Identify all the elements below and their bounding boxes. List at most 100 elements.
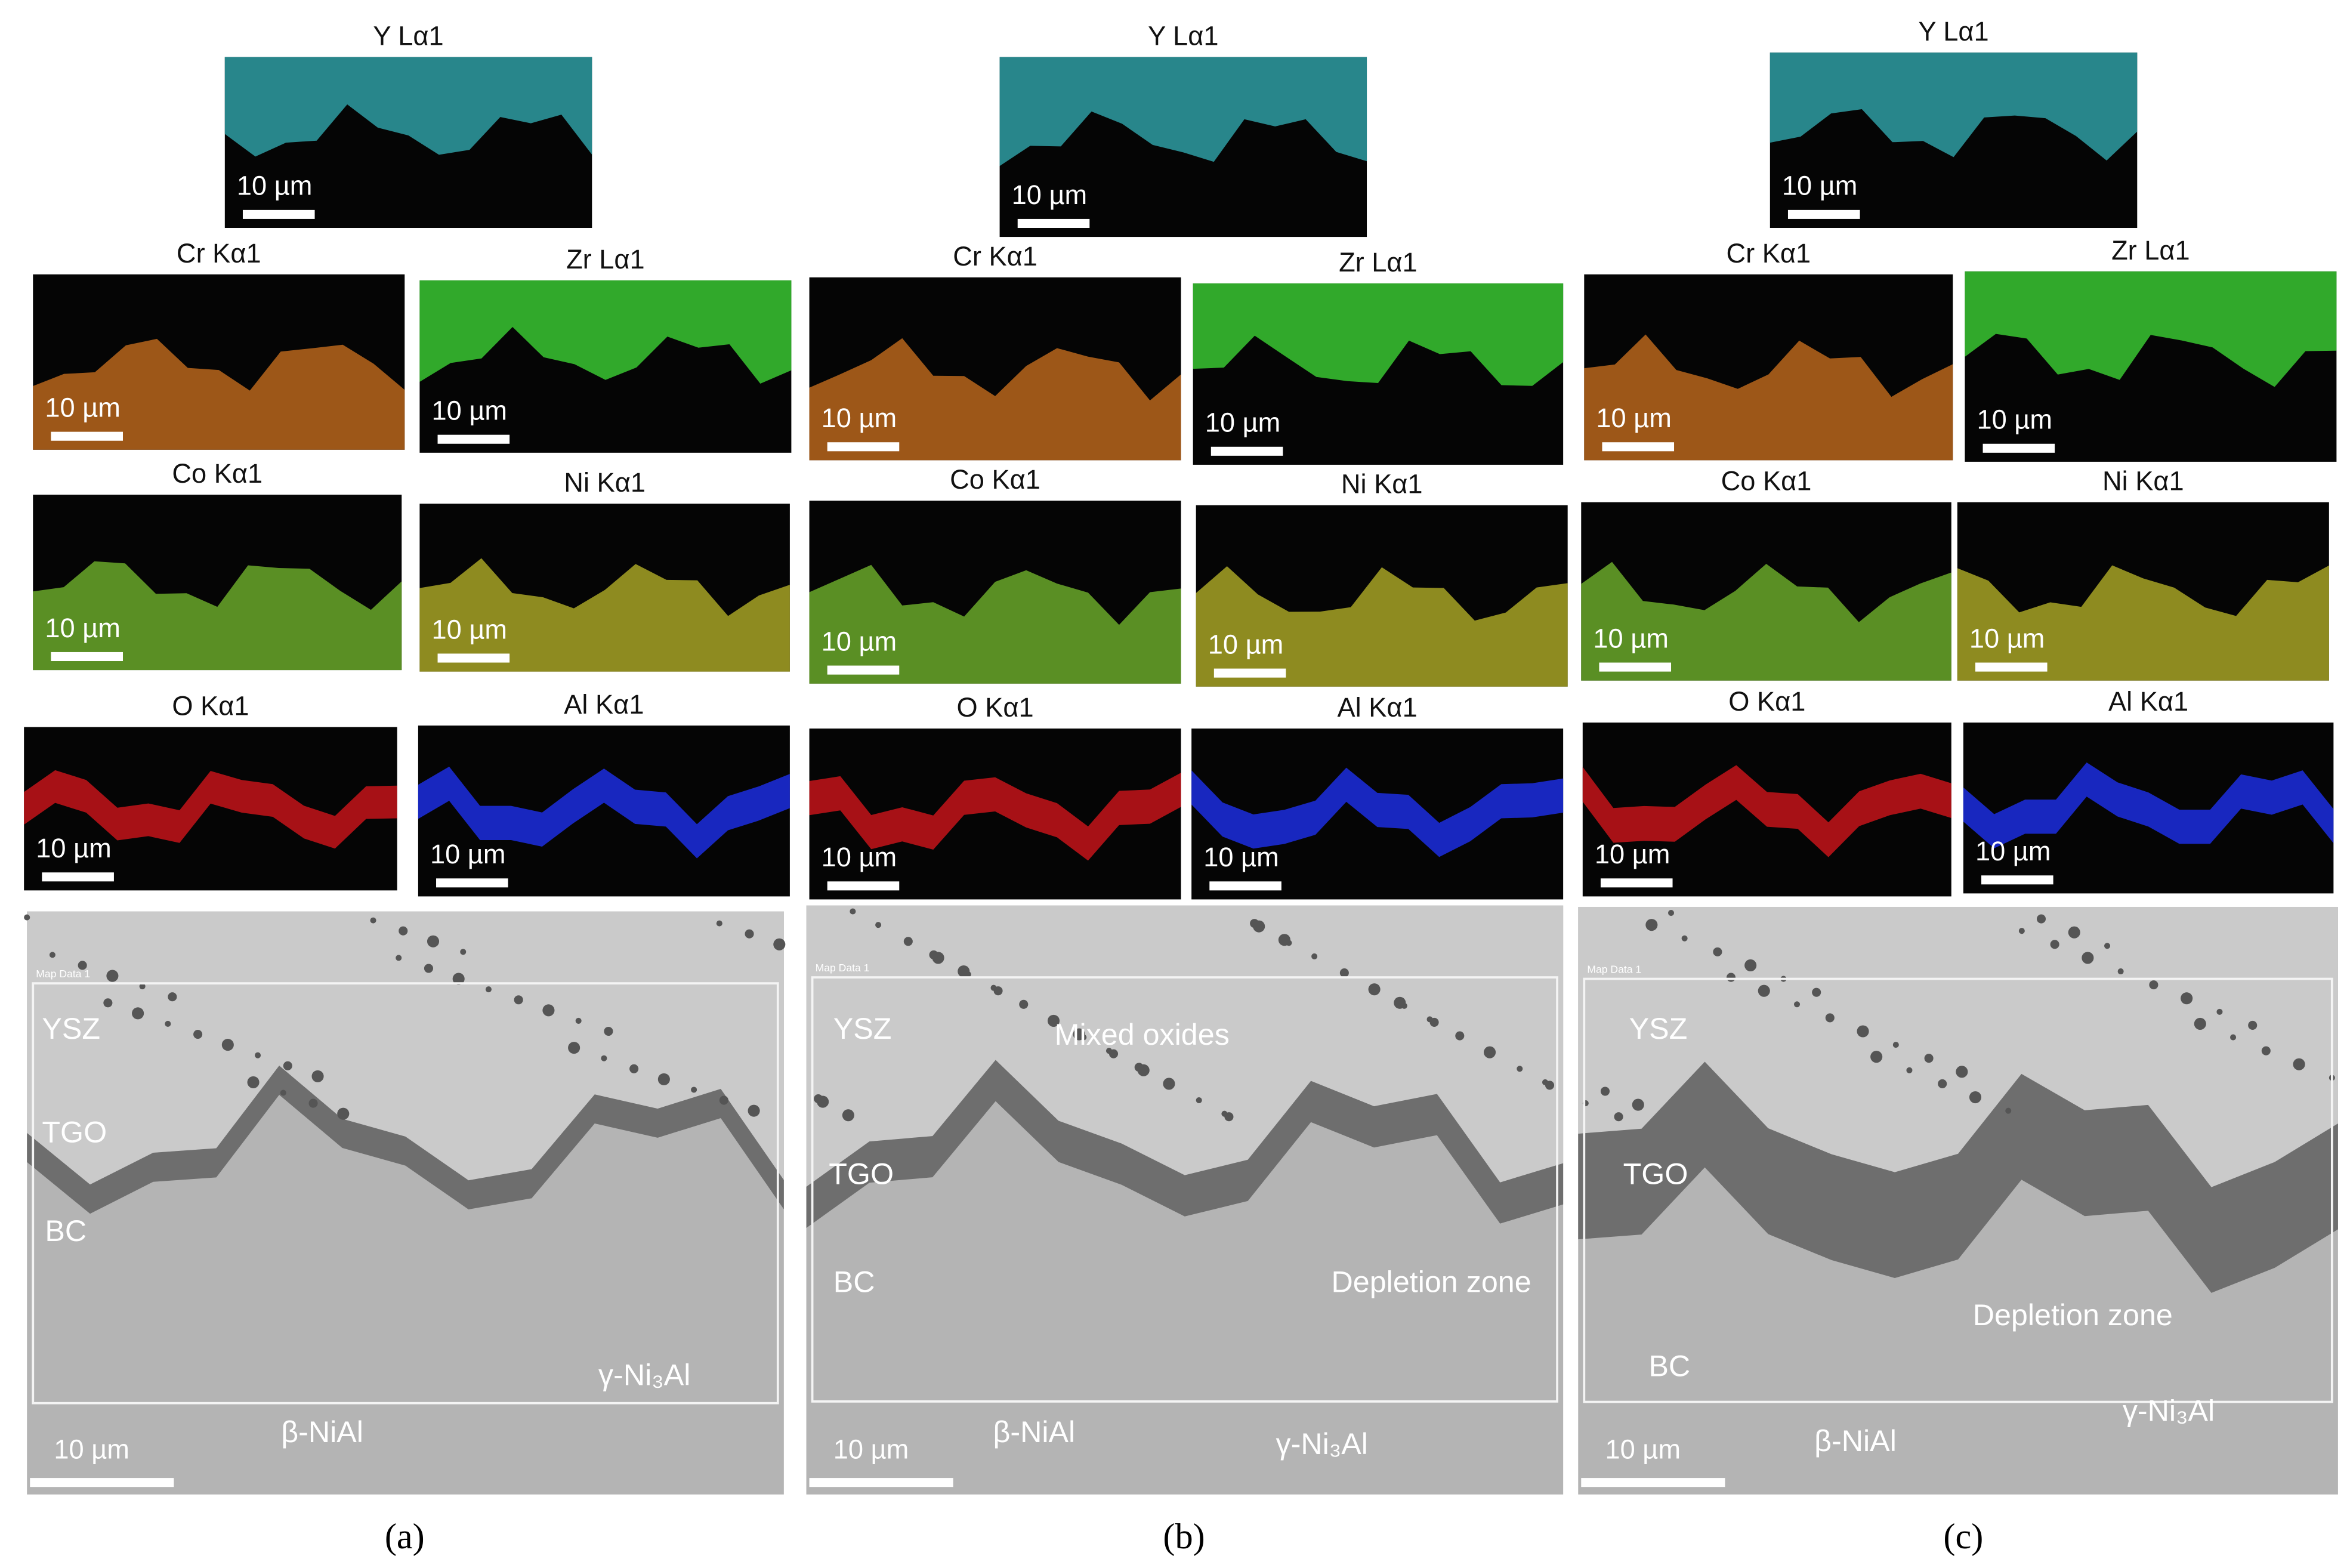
panel-caption: (c) — [1943, 1517, 1983, 1557]
scale-bar — [1209, 881, 1281, 891]
element-signal — [1584, 334, 1953, 461]
pore — [396, 955, 402, 961]
scale-label: 10 µm — [1977, 405, 2052, 435]
element-signal — [33, 561, 402, 671]
pore — [1196, 1097, 1202, 1104]
scale-label: 10 µm — [45, 613, 121, 643]
pore — [2149, 980, 2158, 990]
pore — [1794, 1001, 1801, 1008]
pore — [2036, 914, 2046, 924]
pore — [629, 1064, 639, 1073]
element-signal — [1965, 271, 2337, 387]
pore — [247, 1076, 260, 1088]
map-label: Al Kα1 — [564, 689, 644, 720]
map-label: O Kα1 — [172, 690, 249, 721]
scale-label: 10 µm — [822, 842, 897, 872]
map-label: Y Lα1 — [373, 21, 443, 51]
sem-label: YSZ — [42, 1012, 100, 1045]
element-signal — [809, 773, 1181, 861]
scale-bar — [437, 653, 510, 663]
element-signal — [809, 564, 1181, 684]
pore — [1870, 1051, 1883, 1063]
pore — [193, 1029, 203, 1039]
element-signal — [1191, 767, 1564, 857]
pore — [601, 1055, 607, 1061]
pore — [2293, 1058, 2305, 1070]
map-label: O Kα1 — [956, 692, 1033, 723]
pore — [1483, 1046, 1496, 1058]
pore — [1812, 987, 1821, 997]
pore — [399, 926, 408, 936]
pore — [2230, 1034, 2237, 1041]
pore — [139, 983, 146, 990]
scale-label: 10 µm — [1782, 171, 1858, 201]
scale-bar — [1213, 668, 1286, 678]
pore — [1339, 968, 1349, 978]
map-label: Ni Kα1 — [564, 467, 646, 498]
sem-image: Map Data 1 YSZ Mixed oxides TGO BC Depletion … — [806, 905, 1564, 1495]
sem-label: γ-Ni₃Al — [1276, 1427, 1367, 1461]
pore — [460, 949, 467, 955]
pore — [2018, 928, 2025, 934]
sem-label: Mixed oxides — [1055, 1018, 1230, 1051]
pore — [311, 1070, 324, 1082]
pore — [1857, 1025, 1869, 1038]
pore — [719, 1095, 728, 1105]
scale-bar — [1581, 1478, 1725, 1487]
scale-bar — [437, 434, 510, 444]
pore — [1744, 959, 1757, 972]
map-label: Y Lα1 — [1148, 21, 1218, 51]
element-signal — [999, 57, 1367, 166]
sem-label: BC — [1648, 1349, 1690, 1382]
sem-image: Map Data 1 YSZ TGO BC β-NiAl γ-Ni₃Al 10 µm — [24, 911, 786, 1495]
pore — [1892, 1042, 1899, 1048]
pore — [542, 1004, 555, 1017]
element-signal — [1770, 53, 2138, 160]
pore — [990, 984, 997, 991]
element-map: Y Lα1 10 µm — [999, 21, 1367, 237]
pore — [2005, 1107, 2012, 1114]
pore — [1645, 919, 1658, 931]
scale-bar — [1600, 878, 1673, 888]
pore — [1019, 999, 1029, 1009]
element-signal — [809, 338, 1181, 461]
scale-bar — [1602, 442, 1675, 452]
scale-bar — [51, 431, 123, 441]
pore — [452, 973, 465, 985]
pore — [2181, 992, 2193, 1005]
pore — [716, 920, 722, 927]
pore — [2216, 1008, 2223, 1015]
pore — [106, 970, 119, 982]
element-signal — [1193, 283, 1564, 386]
element-signal — [1963, 762, 2334, 848]
pore — [1278, 934, 1290, 946]
pore — [370, 917, 376, 924]
map-area — [811, 976, 1558, 1403]
map-label: Ni Kα1 — [2102, 466, 2184, 496]
sem-label: YSZ — [1629, 1012, 1688, 1045]
pore — [255, 1052, 261, 1058]
scale-label: 10 µm — [431, 396, 507, 426]
pore — [2248, 1020, 2258, 1030]
element-map: Cr Kα1 10 µm — [1584, 238, 1953, 461]
pore — [929, 950, 938, 959]
pore — [657, 1073, 670, 1085]
map-label: Cr Kα1 — [177, 238, 261, 268]
pore — [903, 937, 913, 946]
map-label: Al Kα1 — [1338, 692, 1418, 723]
pore — [1134, 1063, 1144, 1072]
element-map: Y Lα1 10 µm — [1770, 16, 2138, 229]
scale-label: 10 µm — [1975, 836, 2051, 866]
pore — [1906, 1067, 1913, 1073]
pore — [745, 929, 754, 939]
element-map: O Kα1 10 µm — [809, 692, 1181, 900]
pore — [283, 1061, 292, 1070]
panel-caption: (a) — [385, 1517, 425, 1557]
pore — [485, 986, 492, 993]
pore — [2117, 968, 2124, 975]
scale-label: 10 µm — [833, 1434, 909, 1464]
scale-bar — [1787, 209, 1860, 219]
element-map: Co Kα1 10 µm — [1581, 466, 1951, 681]
map-label: Cr Kα1 — [953, 241, 1037, 271]
pore — [850, 908, 856, 915]
